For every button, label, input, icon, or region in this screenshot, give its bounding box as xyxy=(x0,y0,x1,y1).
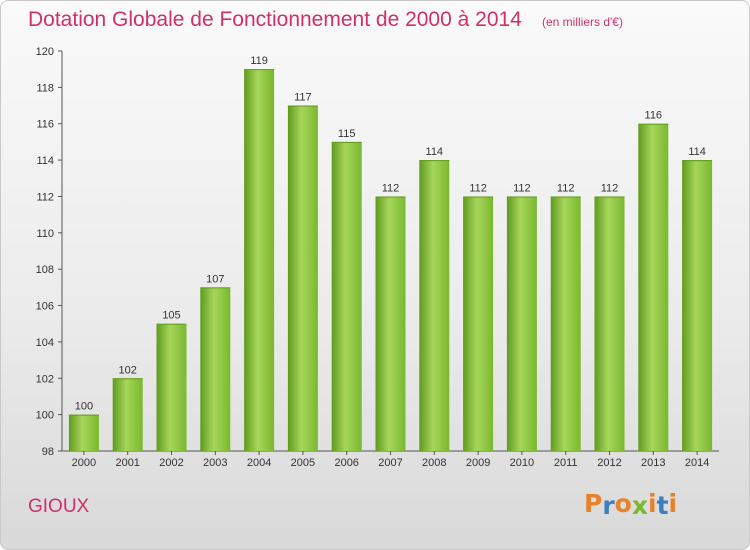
x-tick-label: 2000 xyxy=(72,457,96,469)
y-tick-label: 114 xyxy=(36,155,54,167)
bar-value-label: 112 xyxy=(469,182,487,194)
bar-value-label: 116 xyxy=(645,110,663,122)
bar xyxy=(375,196,406,451)
proxiti-logo: Proxiti xyxy=(584,489,678,520)
bar-value-label: 105 xyxy=(162,310,180,322)
x-tick-label: 2011 xyxy=(554,457,578,469)
bar xyxy=(244,69,275,451)
logo-letter: i xyxy=(648,489,657,518)
logo-letter: i xyxy=(668,489,678,518)
bar xyxy=(594,196,625,451)
x-tick-label: 2005 xyxy=(291,457,315,469)
y-tick-label: 102 xyxy=(36,373,54,385)
bar xyxy=(682,160,713,451)
logo-letter: P xyxy=(584,489,603,518)
bar-value-label: 114 xyxy=(688,146,706,158)
x-tick-label: 2007 xyxy=(378,457,402,469)
bar-value-label: 107 xyxy=(206,273,224,285)
y-tick-label: 98 xyxy=(42,446,54,458)
x-tick-label: 2008 xyxy=(422,457,446,469)
chart-title: Dotation Globale de Fonctionnement de 20… xyxy=(28,8,522,31)
x-tick-label: 2004 xyxy=(247,457,271,469)
y-tick-label: 106 xyxy=(36,301,54,313)
chart-subtitle: (en milliers d'€) xyxy=(542,15,623,29)
logo-letter: t xyxy=(656,491,669,520)
bar xyxy=(156,323,187,451)
y-tick-label: 100 xyxy=(36,410,54,422)
bar-value-label: 100 xyxy=(75,401,93,413)
y-tick-label: 108 xyxy=(36,264,54,276)
x-tick-label: 2003 xyxy=(203,457,227,469)
logo-letter: x xyxy=(631,491,648,520)
bar xyxy=(287,105,318,451)
bar-value-label: 119 xyxy=(250,55,268,67)
logo-letter: o xyxy=(614,489,632,518)
x-tick-label: 2002 xyxy=(159,457,183,469)
bar-value-label: 112 xyxy=(382,182,400,194)
y-tick-label: 116 xyxy=(36,119,54,131)
x-tick-label: 2009 xyxy=(466,457,490,469)
bar-value-label: 112 xyxy=(557,182,575,194)
y-tick-label: 120 xyxy=(36,46,54,58)
bar-value-label: 102 xyxy=(119,364,137,376)
logo-letter: r xyxy=(602,491,615,520)
bar-value-label: 112 xyxy=(513,182,531,194)
x-tick-label: 2006 xyxy=(334,457,358,469)
x-tick-label: 2012 xyxy=(597,457,621,469)
x-tick-label: 2001 xyxy=(115,457,139,469)
commune-name: GIOUX xyxy=(28,496,90,517)
bar-value-label: 117 xyxy=(294,92,312,104)
bar-value-label: 114 xyxy=(426,146,444,158)
bar xyxy=(200,287,231,451)
bar xyxy=(68,414,99,451)
x-tick-label: 2010 xyxy=(510,457,534,469)
y-tick-label: 112 xyxy=(36,191,54,203)
bar xyxy=(506,196,537,451)
bar xyxy=(331,141,362,451)
x-tick-label: 2013 xyxy=(641,457,665,469)
bar-value-label: 115 xyxy=(338,128,356,140)
y-tick-label: 104 xyxy=(36,337,54,349)
y-tick-label: 118 xyxy=(36,82,54,94)
bar xyxy=(638,123,669,452)
bar xyxy=(463,196,494,451)
bar xyxy=(112,378,143,451)
bar-value-label: 112 xyxy=(601,182,619,194)
bar xyxy=(419,160,450,451)
x-tick-label: 2014 xyxy=(685,457,709,469)
y-tick-label: 110 xyxy=(36,228,54,240)
bar xyxy=(550,196,581,451)
